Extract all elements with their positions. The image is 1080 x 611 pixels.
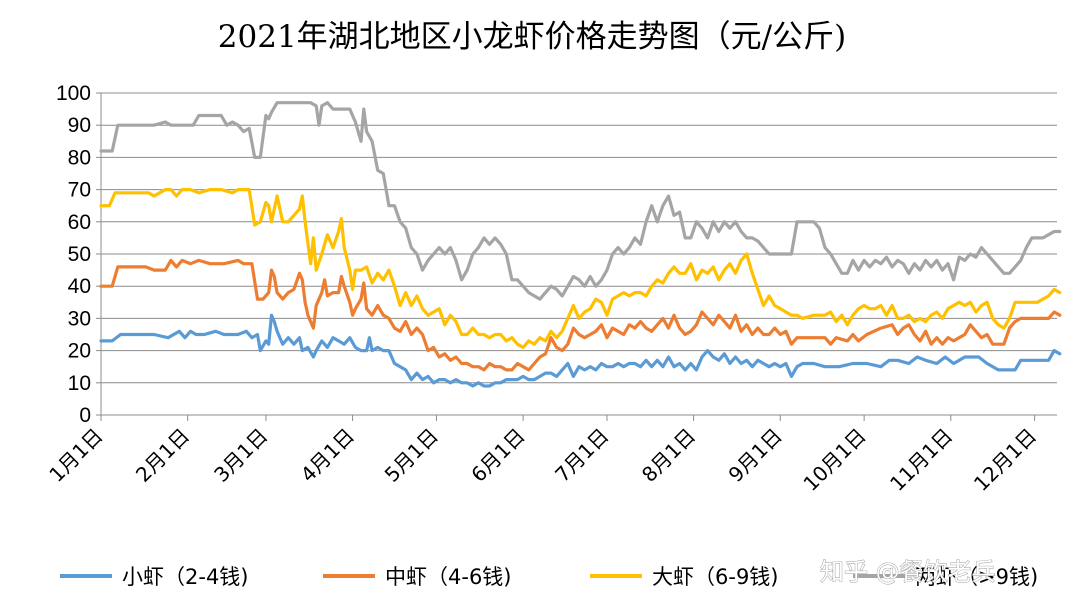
y-tick-label: 0 [79,404,91,427]
series-line-4 [99,101,1062,301]
x-tick-label: 10月1日 [798,424,870,496]
watermark: 知乎 @餐饮老兵 [820,558,996,586]
y-tick-label: 80 [68,146,91,169]
x-tick-label: 7月1日 [550,424,613,487]
series-line-1 [99,313,1062,388]
legend-label: 中虾（4-6钱) [385,565,512,589]
x-tick-label: 5月1日 [380,424,443,487]
chart-title: 2021年湖北地区小龙虾价格走势图（元/公斤) [218,19,846,55]
x-tick-label: 3月1日 [209,424,272,487]
y-tick-label: 50 [68,243,91,266]
x-tick-label: 9月1日 [724,424,787,487]
y-tick-label: 100 [56,82,91,105]
x-tick-label: 11月1日 [885,424,957,496]
y-tick-label: 90 [68,114,91,137]
x-tick-label: 2月1日 [131,424,194,487]
x-tick-label: 8月1日 [637,424,700,487]
y-tick-label: 10 [68,372,91,395]
y-axis: 0 10 20 30 40 50 60 70 80 90 100 [56,82,102,427]
x-axis: 1月1日 2月1日 3月1日 4月1日 5月1日 6月1日 7月1日 8月1日 9月1日 10月1… [44,415,1041,496]
x-tick-label: 4月1日 [296,424,359,487]
x-tick-label: 1月1日 [44,424,107,487]
legend: 小虾（2-4钱) 中虾（4-6钱) 大虾（6-9钱) 两虾（>9钱) [60,565,1038,589]
legend-label: 两虾（>9钱) [915,565,1038,589]
series-group [99,101,1062,388]
x-tick-label: 6月1日 [466,424,529,487]
y-tick-label: 20 [68,340,91,363]
y-tick-label: 30 [68,307,91,330]
legend-label: 小虾（2-4钱) [122,565,249,589]
y-tick-label: 60 [68,211,91,234]
series-line-3 [99,188,1062,349]
series-line-2 [99,258,1062,372]
y-tick-label: 70 [68,179,91,202]
y-tick-label: 40 [68,275,91,298]
x-tick-label: 12月1日 [969,424,1041,496]
legend-label: 大虾（6-9钱) [652,565,779,589]
